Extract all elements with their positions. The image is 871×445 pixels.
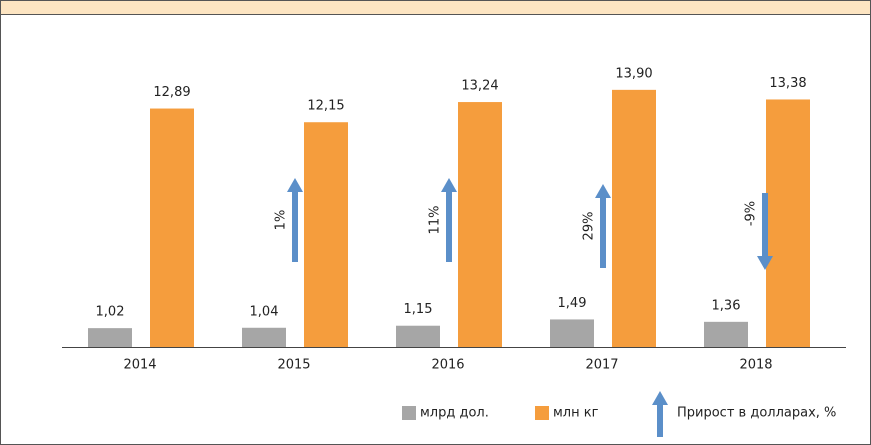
growth-arrow xyxy=(287,178,303,262)
bar xyxy=(396,325,440,347)
x-tick-label: 2014 xyxy=(123,358,156,373)
x-tick-label: 2016 xyxy=(431,358,464,373)
value-label: 1,04 xyxy=(250,304,279,319)
value-label: 13,90 xyxy=(615,66,652,81)
growth-label: 29% xyxy=(582,212,597,241)
growth-arrow xyxy=(441,178,457,262)
bar xyxy=(704,321,748,347)
growth-label: 11% xyxy=(428,206,443,235)
growth-arrow xyxy=(757,193,773,270)
value-label: 13,38 xyxy=(769,76,806,91)
bar xyxy=(242,327,286,347)
bar xyxy=(150,108,194,347)
legend-label: млн кг xyxy=(553,406,599,421)
value-label: 1,02 xyxy=(96,305,125,320)
value-label: 1,36 xyxy=(712,298,741,313)
x-tick-label: 2017 xyxy=(585,358,618,373)
legend-swatch xyxy=(402,406,416,420)
growth-label: 1% xyxy=(274,210,289,231)
value-label: 12,15 xyxy=(307,99,344,114)
bar xyxy=(550,319,594,347)
x-tick-label: 2015 xyxy=(277,358,310,373)
bar xyxy=(304,122,348,347)
value-label: 13,24 xyxy=(461,79,498,94)
bar xyxy=(766,99,810,347)
legend-label: Прирост в долларах, % xyxy=(677,406,836,421)
header-band xyxy=(0,0,871,15)
value-label: 1,15 xyxy=(404,302,433,317)
value-label: 12,89 xyxy=(153,85,190,100)
legend-swatch xyxy=(535,406,549,420)
legend-label: млрд дол. xyxy=(420,406,489,421)
x-tick-label: 2018 xyxy=(739,358,772,373)
bar xyxy=(88,328,132,347)
growth-label: -9% xyxy=(744,201,759,226)
bar xyxy=(458,102,502,347)
bar xyxy=(612,89,656,347)
growth-arrow xyxy=(652,391,668,437)
value-label: 1,49 xyxy=(558,296,587,311)
growth-arrow xyxy=(595,184,611,268)
